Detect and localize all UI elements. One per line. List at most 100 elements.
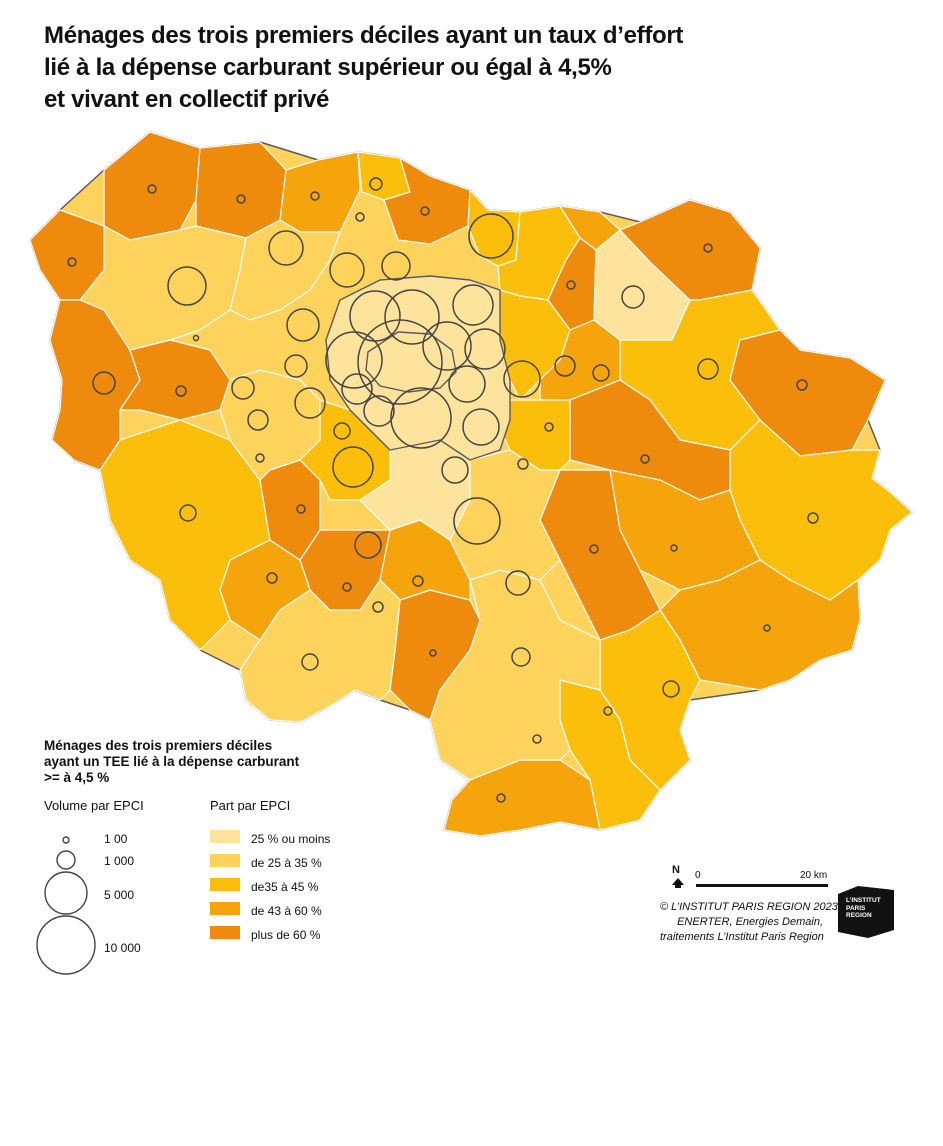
circle-marker	[420, 206, 430, 216]
part-label-4: de 43 à 60 %	[251, 904, 322, 918]
legend-title-line-2: ayant un TEE lié à la dépense carburant	[44, 754, 300, 769]
logo-line-3: REGION	[846, 912, 872, 919]
zone-c-e-2	[539, 319, 621, 401]
circle-marker	[464, 328, 506, 370]
circle-marker	[496, 793, 506, 803]
zone-w-4	[119, 339, 231, 421]
legend-swatch-3	[210, 878, 240, 891]
circle-marker	[284, 354, 308, 378]
circle-marker	[532, 734, 542, 744]
circle-marker	[255, 453, 265, 463]
circle-marker	[355, 212, 365, 222]
circle-marker	[441, 456, 469, 484]
zone-n-4	[383, 157, 471, 245]
credit-line-2: ENERTER, Energies Demain,	[677, 916, 823, 928]
volume-legend-circles	[36, 836, 96, 975]
logo-line-2: PARIS	[846, 904, 866, 912]
zone-w-5	[79, 225, 247, 351]
credits: © L’INSTITUT PARIS REGION 2023 ENERTER, …	[660, 900, 838, 945]
legend-swatch-4	[210, 902, 240, 915]
legend-swatch-5	[210, 926, 240, 939]
scale-start: 0	[695, 870, 701, 881]
credit-line-1: © L’INSTITUT PARIS REGION 2023	[660, 901, 838, 913]
circle-marker	[697, 358, 719, 380]
volume-label-5000: 5 000	[104, 888, 135, 902]
part-label-2: de 25 à 35 %	[251, 856, 322, 870]
circle-marker	[192, 334, 200, 342]
circle-marker	[268, 230, 304, 266]
scale-end: 20 km	[800, 870, 828, 881]
zone-w-6	[229, 219, 341, 321]
circle-marker	[325, 331, 383, 389]
circle-marker	[505, 570, 531, 596]
circle-marker	[236, 194, 246, 204]
zone-ne-4	[619, 199, 761, 301]
circle-marker	[92, 371, 116, 395]
circle-marker	[329, 252, 365, 288]
circle-marker	[503, 360, 541, 398]
legend-title-line-3: >= à 4,5 %	[44, 770, 110, 785]
volume-label-100: 1 00	[104, 832, 128, 846]
zone-e-2	[729, 329, 886, 457]
legend-title: Ménages des trois premiers déciles ayant…	[44, 738, 299, 786]
circle-marker	[332, 446, 374, 488]
legend-swatch-2	[210, 854, 240, 867]
circle-marker	[301, 653, 319, 671]
circle-marker	[807, 512, 819, 524]
circle-marker	[341, 373, 373, 405]
part-legend-heading: Part par EPCI	[210, 798, 291, 813]
circle-marker	[231, 376, 255, 400]
legend-circle-1000	[56, 850, 76, 870]
scale-bar: N 0 20 km	[668, 864, 838, 896]
circle-marker	[448, 365, 486, 403]
circle-marker	[372, 601, 384, 613]
circle-marker	[452, 284, 494, 326]
legend-circle-5000	[44, 871, 88, 915]
volume-circles	[67, 177, 819, 803]
legend-title-line-1: Ménages des trois premiers déciles	[44, 738, 273, 753]
circle-marker	[468, 213, 514, 259]
circle-marker	[296, 504, 306, 514]
circle-marker	[247, 409, 269, 431]
circle-marker	[662, 680, 680, 698]
legend-circle-10000	[36, 915, 96, 975]
circle-marker	[429, 649, 437, 657]
map-title: Ménages des trois premiers déciles ayant…	[44, 20, 744, 116]
circle-marker	[412, 575, 424, 587]
zone-paris	[365, 331, 457, 393]
circle-marker	[333, 422, 351, 440]
circle-marker	[294, 387, 326, 419]
circle-marker	[640, 454, 650, 464]
circle-marker	[554, 355, 576, 377]
legend-circle-100	[62, 836, 70, 844]
part-label-1: 25 % ou moins	[251, 832, 331, 846]
circle-marker	[422, 321, 472, 371]
logo-line-1: L’INSTITUT	[846, 897, 881, 904]
circle-marker	[381, 251, 411, 281]
north-label: N	[672, 864, 680, 876]
volume-label-10000: 10 000	[104, 941, 141, 955]
circle-marker	[544, 422, 554, 432]
title-line-1: Ménages des trois premiers déciles ayant…	[44, 22, 684, 49]
title-line-3: et vivant en collectif privé	[44, 86, 330, 113]
circle-marker	[147, 184, 157, 194]
scale-line	[696, 884, 828, 887]
part-label-3: de35 à 45 %	[251, 880, 319, 894]
circle-marker	[517, 458, 529, 470]
epci-zones	[29, 131, 913, 837]
circle-marker	[703, 243, 713, 253]
volume-label-1000: 1 000	[104, 854, 135, 868]
circle-marker	[453, 497, 501, 545]
credit-line-3: traitements L’Institut Paris Region	[660, 931, 824, 943]
legend-swatch-1	[210, 830, 240, 843]
circle-marker	[363, 395, 395, 427]
circle-marker	[167, 266, 207, 306]
circle-marker	[266, 572, 278, 584]
circle-marker	[67, 257, 77, 267]
scale-graphic	[672, 878, 828, 888]
circle-marker	[310, 191, 320, 201]
circle-marker	[670, 544, 678, 552]
circle-marker	[566, 280, 576, 290]
circle-marker	[462, 408, 500, 446]
